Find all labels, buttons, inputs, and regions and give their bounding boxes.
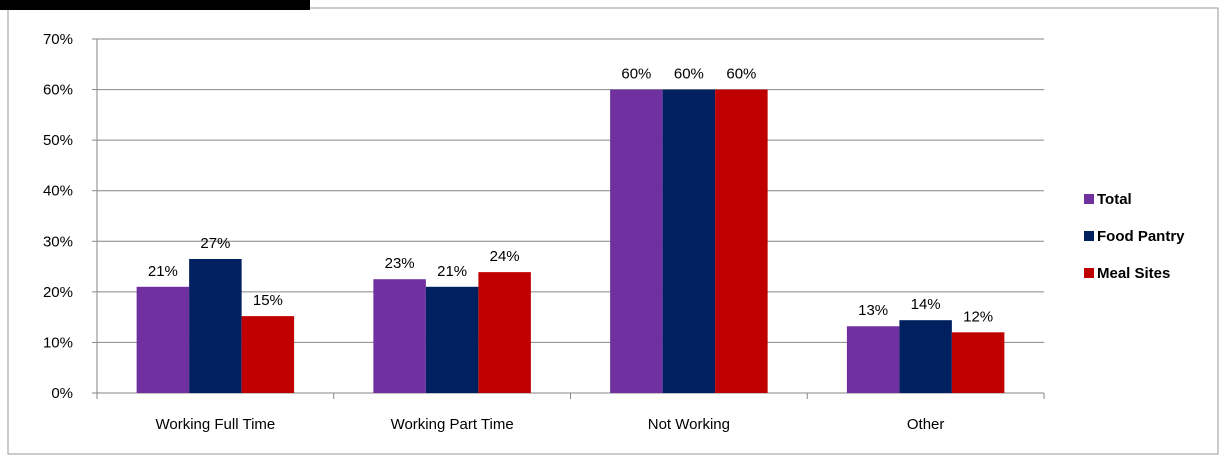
bar	[610, 89, 663, 394]
y-axis: 0% 10% 20% 30% 40% 50% 60% 70%	[43, 31, 98, 402]
data-label: 27%	[200, 235, 230, 252]
data-label: 14%	[911, 296, 941, 313]
data-label: 60%	[674, 66, 704, 83]
data-label: 21%	[148, 263, 178, 280]
x-category-label: Other	[907, 416, 945, 433]
legend-swatch	[1084, 268, 1094, 278]
bar	[662, 89, 716, 394]
top-left-black-bar	[0, 0, 310, 10]
bar	[846, 326, 900, 393]
bar	[136, 286, 190, 393]
bar	[478, 272, 531, 393]
data-label: 23%	[385, 255, 415, 272]
bar	[899, 320, 952, 393]
y-tick-label: 70%	[43, 31, 73, 48]
x-category-label: Working Full Time	[155, 416, 275, 433]
bar	[715, 89, 768, 394]
y-tick-label: 0%	[51, 385, 73, 402]
legend-label: Meal Sites	[1097, 265, 1170, 282]
data-label: 24%	[490, 248, 520, 265]
bar	[373, 279, 426, 393]
bars	[136, 89, 1005, 394]
bar	[241, 316, 295, 393]
data-label: 15%	[253, 292, 283, 309]
legend: Total Food Pantry Meal Sites	[1084, 191, 1185, 282]
bar	[425, 286, 479, 393]
x-category-label: Working Part Time	[391, 416, 514, 433]
x-axis: Working Full Time Working Part Time Not Wo…	[96, 392, 1045, 433]
legend-label: Total	[1097, 191, 1132, 208]
bar	[951, 332, 1005, 393]
y-tick-label: 40%	[43, 183, 73, 200]
data-label: 60%	[726, 66, 756, 83]
x-category-label: Not Working	[648, 416, 730, 433]
bar	[189, 258, 242, 393]
y-tick-label: 20%	[43, 284, 73, 301]
data-label: 12%	[963, 308, 993, 325]
y-tick-label: 30%	[43, 233, 73, 250]
y-tick-label: 10%	[43, 334, 73, 351]
data-label: 13%	[858, 302, 888, 319]
legend-label: Food Pantry	[1097, 228, 1185, 245]
legend-swatch	[1084, 231, 1094, 241]
data-labels: 21% 27% 15% 23% 21% 24% 60% 60% 60% 13% 14% 12%	[148, 66, 993, 326]
data-label: 60%	[621, 66, 651, 83]
y-tick-label: 60%	[43, 82, 73, 99]
data-label: 21%	[437, 263, 467, 280]
legend-swatch	[1084, 194, 1094, 204]
y-tick-label: 50%	[43, 132, 73, 149]
